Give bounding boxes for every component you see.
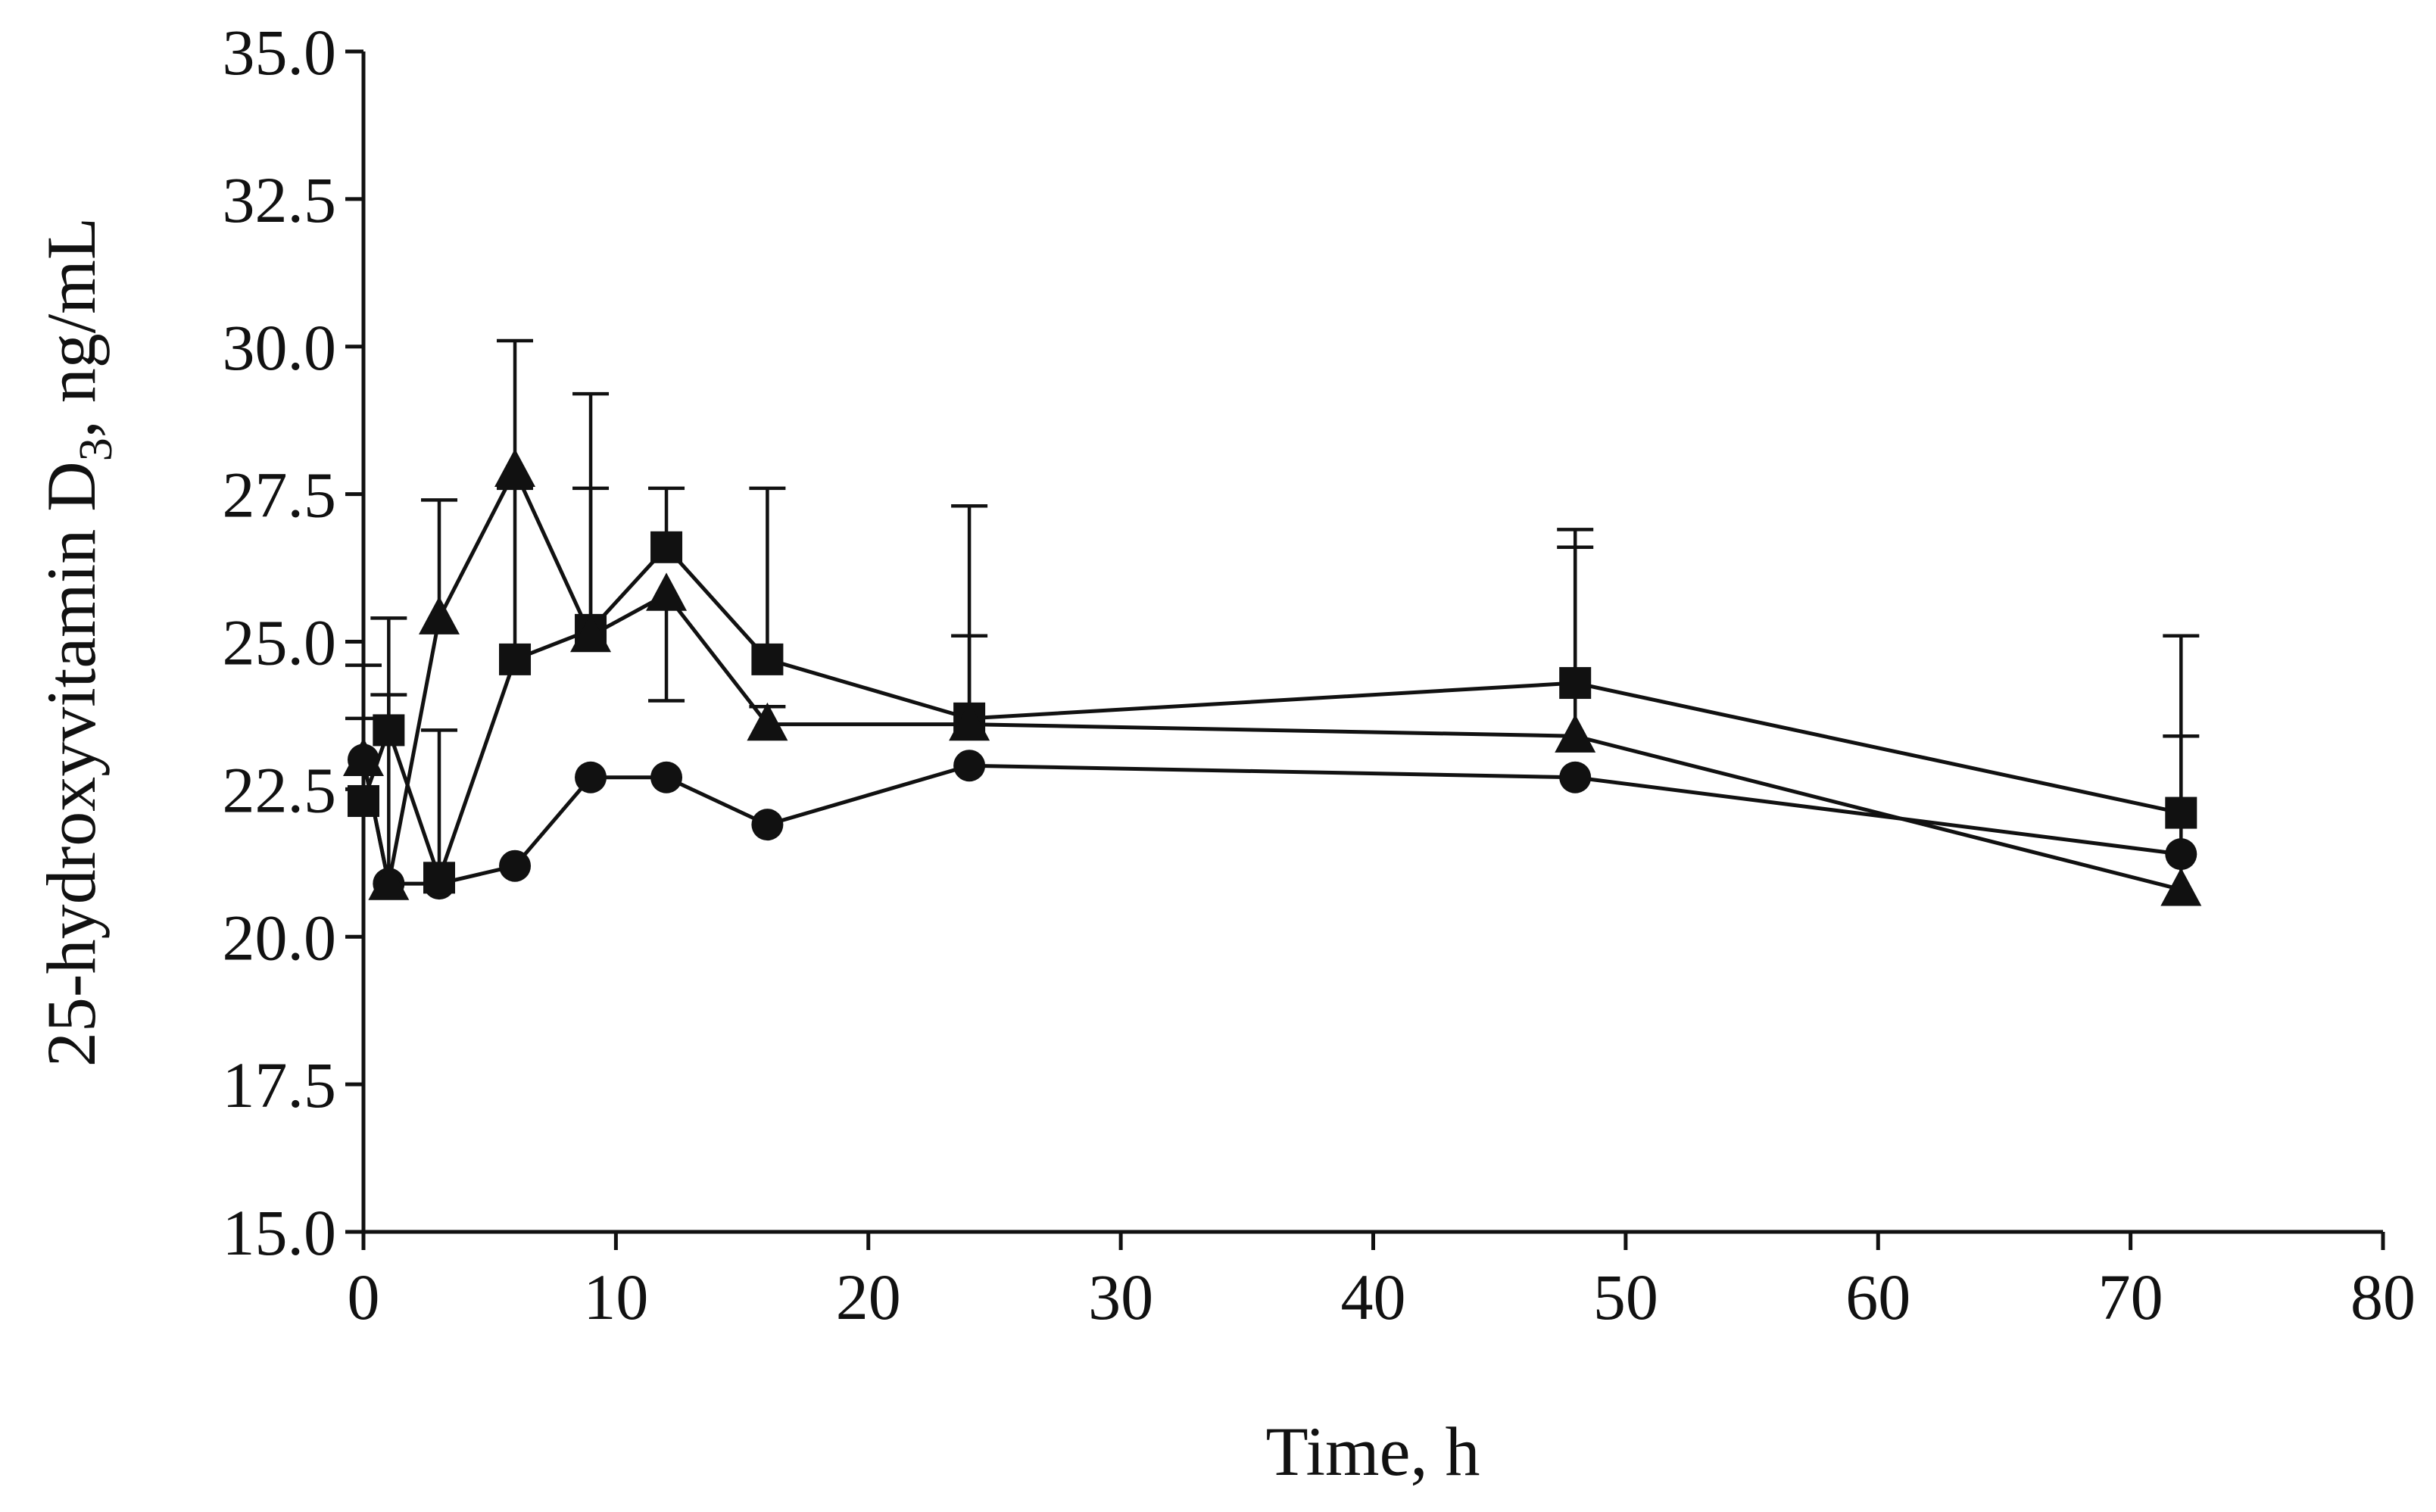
x-tick-label: 60 xyxy=(1845,1261,1910,1333)
y-axis: 15.0 17.5 20.0 22.5 25.0 27.5 30.0 32.5 35.0 xyxy=(223,16,366,1269)
triangle-marker xyxy=(570,613,612,653)
y-tick-label: 17.5 xyxy=(223,1049,337,1121)
x-tick-label: 10 xyxy=(583,1261,648,1333)
triangle-marker xyxy=(949,702,990,741)
square-marker xyxy=(751,643,784,675)
y-axis-title-unit: , ng/mL xyxy=(33,217,110,438)
y-tick-label: 15.0 xyxy=(223,1196,337,1269)
triangle-marker xyxy=(494,448,536,488)
y-ticks: 15.0 17.5 20.0 22.5 25.0 27.5 30.0 32.5 35.0 xyxy=(223,16,363,1269)
circle-marker xyxy=(2165,838,2197,871)
circle-marker xyxy=(650,761,683,793)
y-tick-label: 35.0 xyxy=(223,16,337,89)
square-marker xyxy=(499,643,532,675)
triangle-marker xyxy=(2160,868,2202,906)
circle-marker xyxy=(575,761,607,793)
circle-marker xyxy=(499,850,532,882)
circle-marker xyxy=(1559,761,1592,793)
x-axis-title: Time, h xyxy=(1266,1413,1480,1490)
x-tick-label: 30 xyxy=(1088,1261,1153,1333)
x-tick-label: 50 xyxy=(1593,1261,1658,1333)
error-bars xyxy=(345,338,2200,890)
square-marker xyxy=(1559,667,1592,700)
square-marker xyxy=(650,531,683,563)
x-tick-label: 40 xyxy=(1341,1261,1406,1333)
y-tick-label: 20.0 xyxy=(223,901,337,974)
square-marker xyxy=(423,862,456,894)
triangle-marker xyxy=(419,596,460,634)
x-axis: 0 10 20 30 40 50 60 70 80 xyxy=(348,1230,2416,1333)
triangle-marker xyxy=(747,702,788,741)
x-tick-label: 20 xyxy=(836,1261,901,1333)
x-tick-label: 70 xyxy=(2098,1261,2163,1333)
x-tick-label: 80 xyxy=(2350,1261,2416,1333)
triangle-marker xyxy=(1555,714,1596,753)
y-axis-title-subscript: 3 xyxy=(70,438,122,461)
circle-marker xyxy=(953,750,986,782)
y-tick-label: 27.5 xyxy=(223,459,337,532)
square-marker xyxy=(348,784,379,817)
y-tick-label: 25.0 xyxy=(223,606,337,679)
series-lines xyxy=(361,466,2182,892)
square-marker xyxy=(2165,797,2197,829)
circle-series-line xyxy=(361,759,2182,886)
y-tick-label: 22.5 xyxy=(223,753,337,826)
square-series-line xyxy=(361,544,2182,884)
square-marker xyxy=(373,714,405,747)
x-ticks: 0 10 20 30 40 50 60 70 80 xyxy=(348,1232,2416,1333)
triangle-marker xyxy=(646,572,688,611)
y-axis-title-main: 25-hydroxyvitamin D xyxy=(33,461,110,1067)
series-markers xyxy=(343,448,2202,906)
x-tick-label: 0 xyxy=(348,1261,380,1333)
triangle-series-line xyxy=(361,466,2182,892)
triangle-marker xyxy=(368,862,410,900)
y-tick-label: 32.5 xyxy=(223,164,337,236)
y-axis-title: 25-hydroxyvitamin D3, ng/mL xyxy=(33,217,122,1067)
circle-marker xyxy=(751,809,784,841)
triangle-marker xyxy=(343,737,384,776)
y-tick-label: 30.0 xyxy=(223,311,337,384)
